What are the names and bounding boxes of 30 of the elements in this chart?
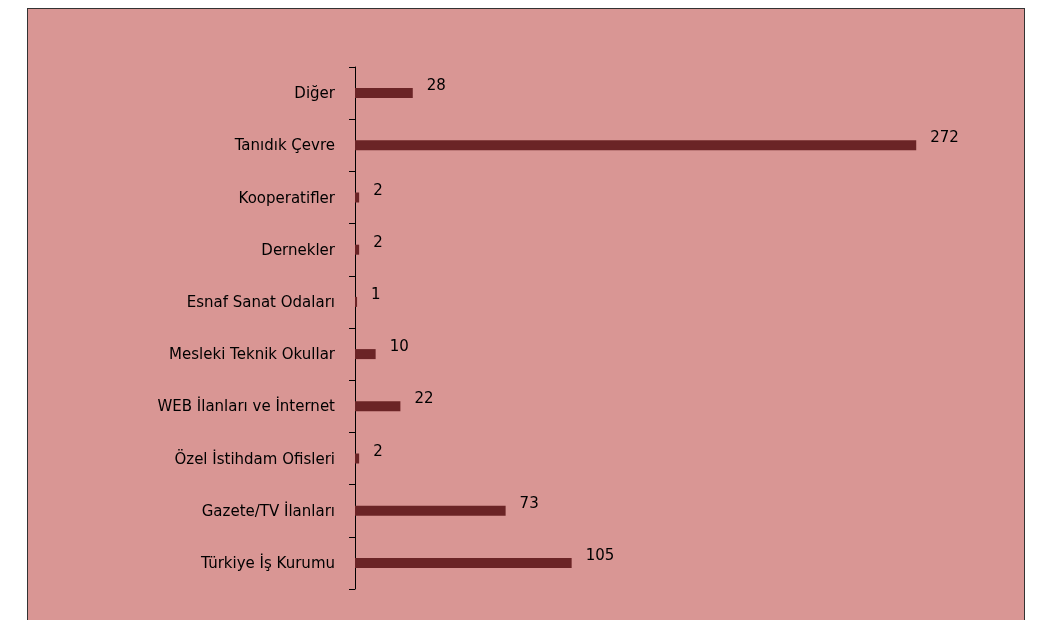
bar: [355, 140, 917, 151]
data-label: 2: [373, 232, 383, 251]
data-label: 2: [373, 180, 383, 199]
data-label: 272: [930, 128, 959, 147]
y-tick-label: Mesleki Teknik Okullar: [169, 345, 336, 364]
bar: [355, 453, 360, 464]
bar: [355, 88, 413, 99]
bar: [355, 192, 360, 203]
y-tick-label: Esnaf Sanat Odaları: [186, 292, 335, 311]
bar: [355, 349, 376, 360]
y-tick-label: Tanıdık Çevre: [233, 136, 335, 155]
data-label: 73: [519, 493, 539, 512]
bar: [355, 557, 572, 568]
bar: [355, 296, 358, 307]
y-tick-label: Kooperatifler: [238, 188, 336, 207]
y-tick-label: Gazete/TV İlanları: [201, 500, 335, 520]
data-label: 1: [371, 284, 381, 303]
data-label: 22: [414, 389, 434, 408]
y-tick-label: WEB İlanları ve İnternet: [157, 396, 336, 416]
y-tick-label: Diğer: [294, 84, 336, 103]
y-tick-label: Türkiye İş Kurumu: [200, 552, 335, 572]
bar: [355, 244, 360, 255]
y-tick-label: Dernekler: [261, 240, 336, 259]
data-label: 105: [585, 545, 615, 564]
data-label: 2: [373, 441, 383, 460]
bar: [355, 505, 506, 516]
y-tick-label: Özel İstihdam Ofisleri: [174, 448, 335, 468]
bar: [355, 401, 401, 412]
data-label: 10: [389, 337, 409, 356]
data-label: 28: [426, 76, 446, 95]
